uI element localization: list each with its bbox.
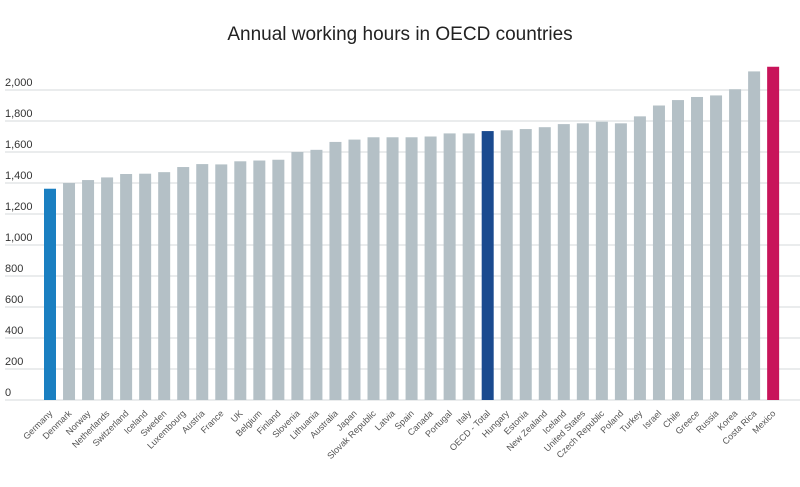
- bar: [253, 160, 266, 400]
- y-tick-label: 1,400: [5, 170, 33, 182]
- bar: [44, 188, 56, 400]
- bar: [424, 136, 437, 400]
- y-tick-label: 2,000: [5, 77, 33, 89]
- bar: [443, 133, 456, 400]
- bar: [234, 161, 247, 400]
- bar: [614, 123, 627, 400]
- y-tick-label: 600: [5, 294, 23, 306]
- bar: [519, 129, 532, 400]
- bar: [120, 174, 133, 400]
- bar: [671, 100, 684, 400]
- bar: [481, 131, 494, 400]
- bar: [729, 89, 742, 400]
- bar: [291, 152, 304, 400]
- bar: [367, 137, 380, 400]
- bar: [652, 105, 665, 400]
- bar: [576, 123, 589, 400]
- bar: [329, 141, 342, 401]
- bar: [633, 116, 646, 400]
- y-tick-label: 0: [5, 387, 11, 399]
- bar: [310, 149, 323, 400]
- y-tick-label: 1,600: [5, 139, 33, 151]
- x-tick-label: Israel: [641, 408, 664, 431]
- bar: [63, 183, 76, 400]
- bar: [158, 172, 171, 400]
- bar: [177, 167, 190, 400]
- bar: [767, 66, 780, 400]
- bar: [82, 180, 95, 400]
- bar: [557, 124, 570, 400]
- bar: [538, 127, 551, 400]
- bar: [691, 96, 704, 400]
- bar: [196, 164, 209, 400]
- y-tick-label: 1,800: [5, 108, 33, 120]
- bar: [386, 137, 399, 400]
- y-tick-label: 400: [5, 325, 23, 337]
- bar: [595, 121, 608, 401]
- chart-title: Annual working hours in OECD countries: [227, 24, 572, 45]
- x-tick-label: Turkey: [618, 408, 645, 435]
- bar: [748, 71, 761, 401]
- y-tick-label: 1,000: [5, 232, 33, 244]
- bar: [462, 133, 475, 400]
- bar: [710, 95, 723, 401]
- bar: [139, 173, 152, 400]
- x-tick-label: Latvia: [373, 408, 397, 432]
- y-tick-label: 1,200: [5, 201, 33, 213]
- y-tick-label: 800: [5, 263, 23, 275]
- y-tick-label: 200: [5, 356, 23, 368]
- bar: [348, 139, 361, 400]
- bar: [272, 159, 285, 400]
- bar: [405, 137, 418, 400]
- bar: [500, 130, 513, 401]
- bar: [101, 177, 114, 400]
- bar: [215, 164, 228, 400]
